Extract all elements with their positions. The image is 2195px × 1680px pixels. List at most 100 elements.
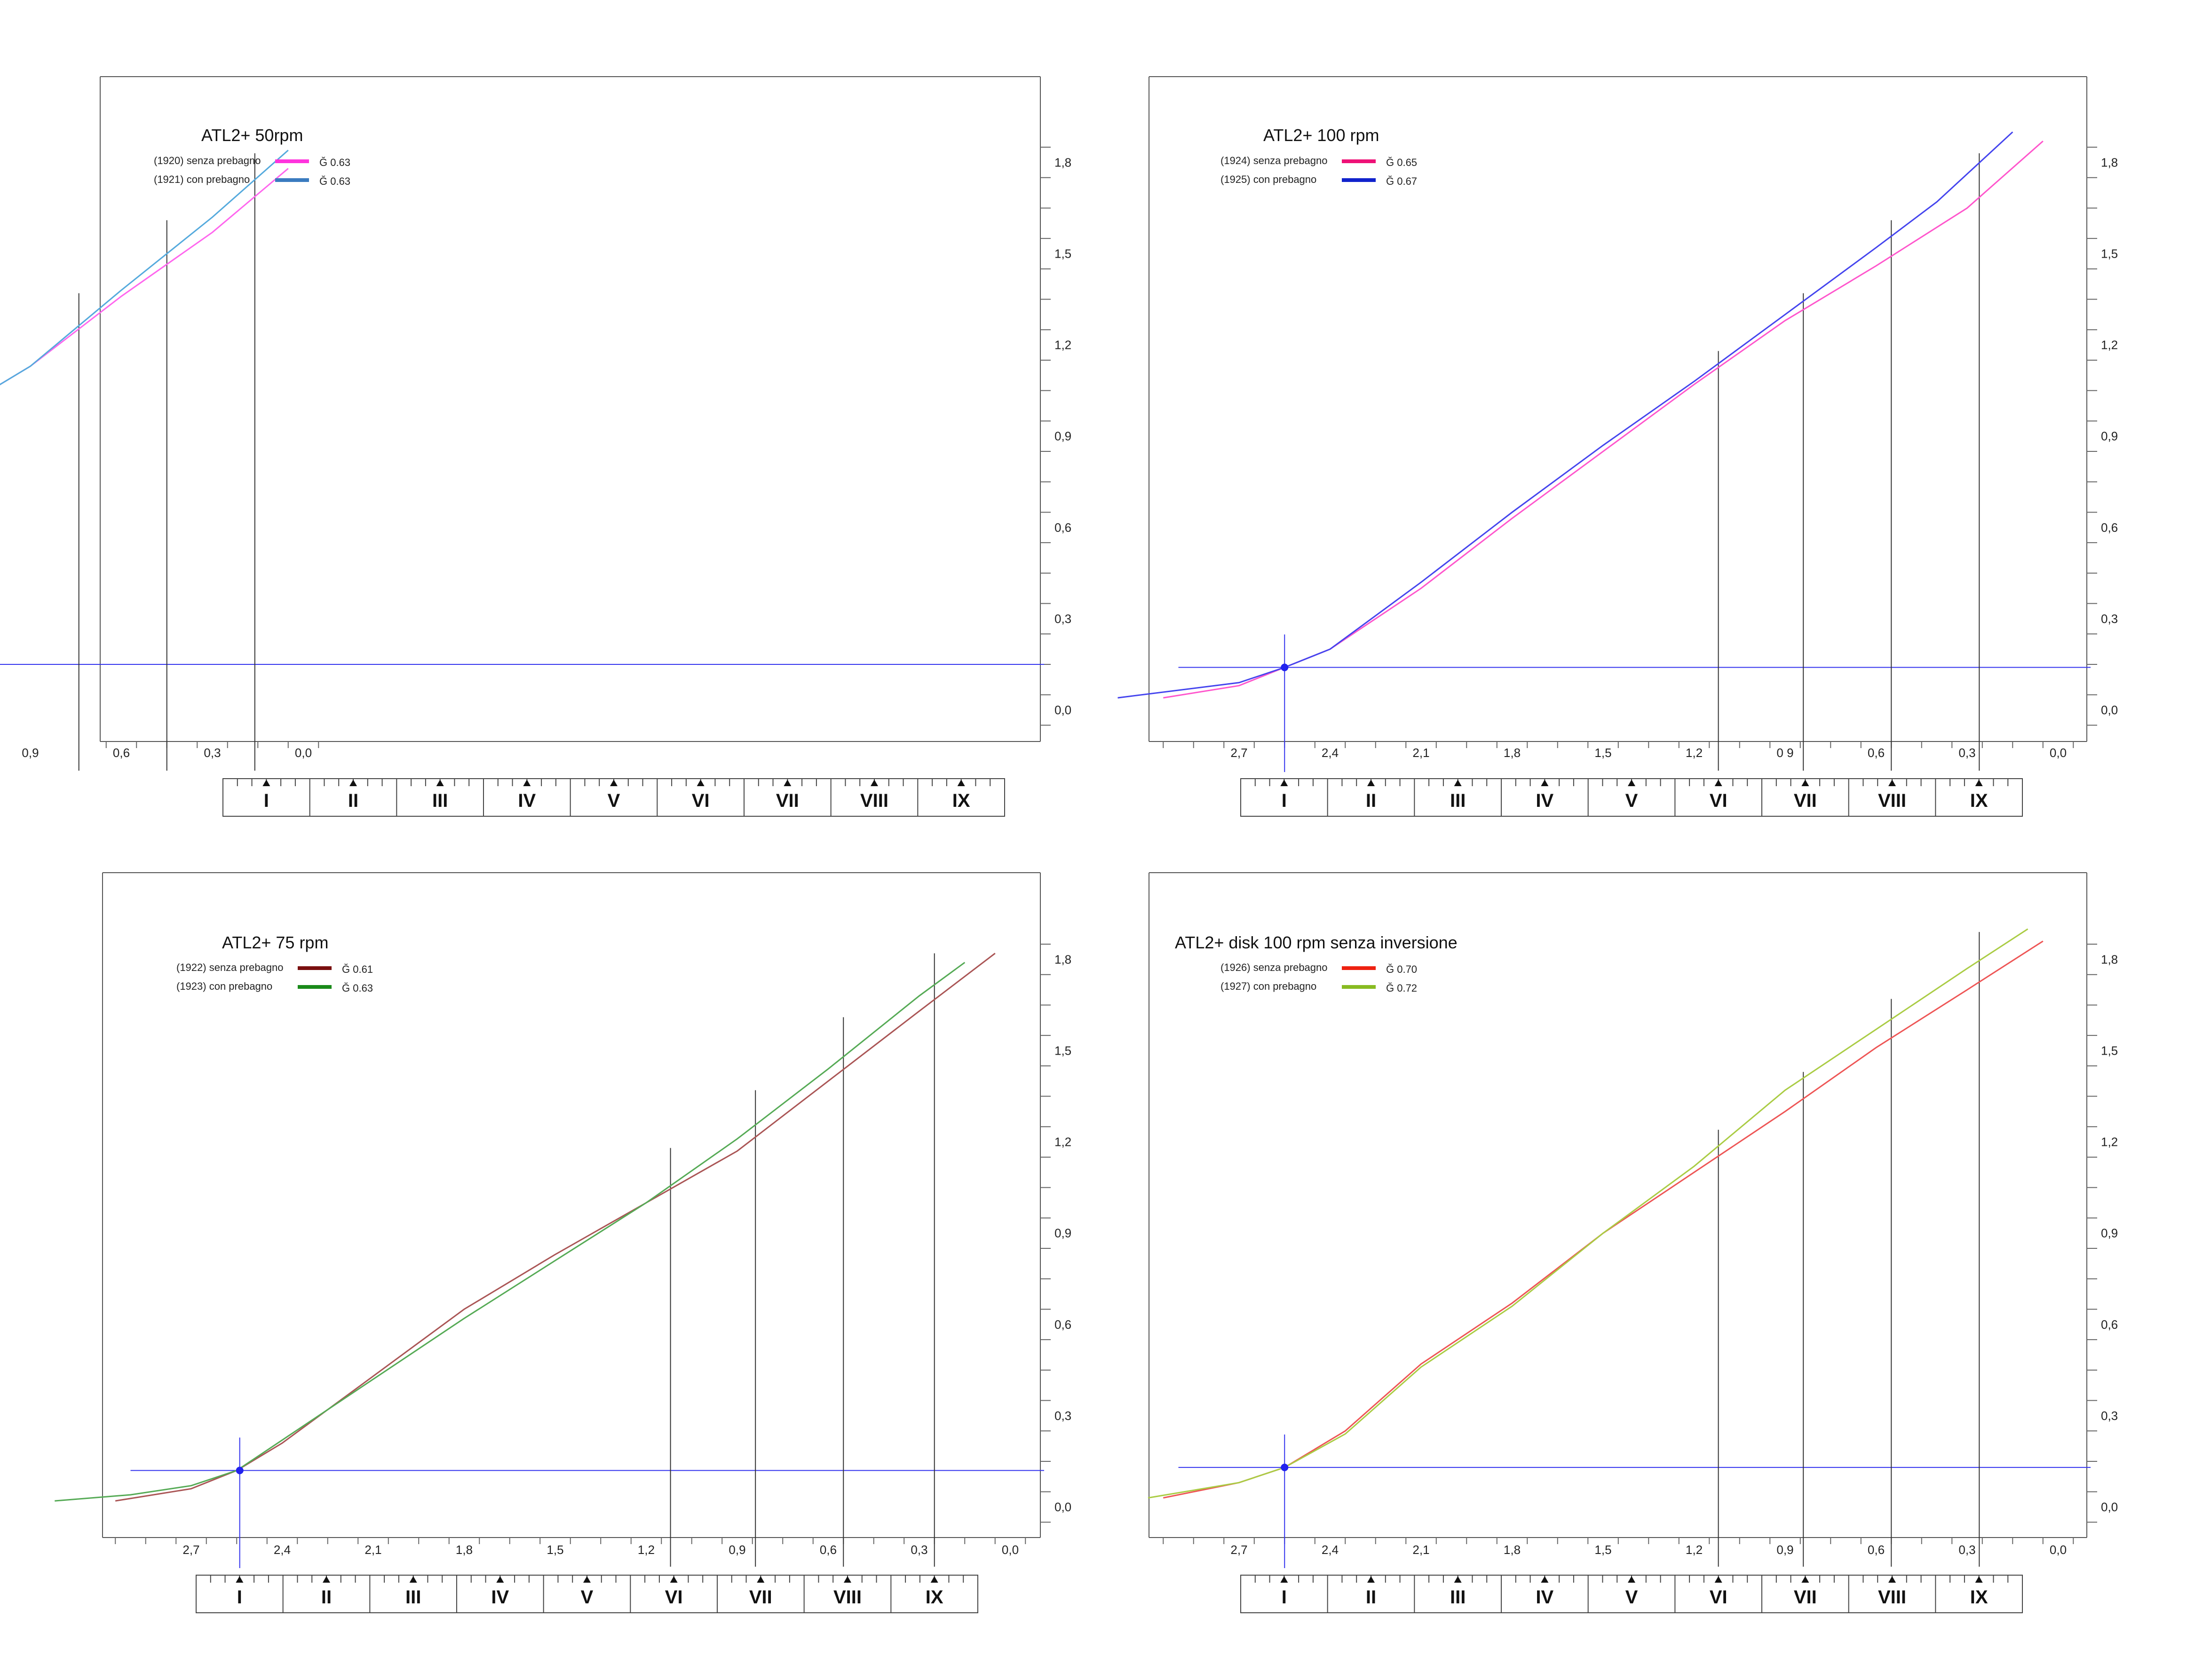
x-tick-label: 2,7 — [1230, 1543, 1247, 1557]
x-tick-label: 0,9 — [22, 746, 39, 760]
step-marker-icon — [1541, 780, 1549, 786]
step-label: IV — [491, 1587, 509, 1608]
chart-panel-1: 0,00,30,60,91,21,51,82,72,42,11,81,51,20… — [0, 76, 1071, 817]
x-tick-label: 0,0 — [2050, 1543, 2067, 1557]
step-marker-icon — [1367, 780, 1375, 786]
step-marker-icon — [957, 780, 965, 786]
step-marker-icon — [697, 780, 705, 786]
x-tick-label: 0,3 — [1958, 746, 1975, 760]
step-marker-icon — [1541, 1576, 1549, 1583]
step-marker-icon — [1628, 1576, 1635, 1583]
step-label: III — [1450, 790, 1466, 811]
x-tick-label: 0,0 — [295, 746, 312, 760]
legend-gamma: Ğ 0.63 — [342, 982, 373, 994]
step-label: III — [432, 790, 448, 811]
series-line-2 — [55, 962, 966, 1502]
step-marker-icon — [670, 1576, 678, 1583]
y-tick-label: 0,9 — [2101, 429, 2118, 443]
x-tick-label: 0,6 — [113, 746, 130, 760]
chart-title: ATL2+ 100 rpm — [1263, 126, 1379, 145]
y-tick-label: 1,8 — [1054, 155, 1071, 169]
step-marker-icon — [610, 780, 618, 786]
step-marker-icon — [1454, 1576, 1462, 1583]
y-tick-label: 0,3 — [2101, 1409, 2118, 1423]
step-marker-icon — [1975, 780, 1983, 786]
x-tick-label: 2,7 — [182, 1543, 199, 1557]
step-marker-icon — [236, 1576, 244, 1583]
step-marker-icon — [1975, 1576, 1983, 1583]
step-marker-icon — [844, 1576, 851, 1583]
chart-title: ATL2+ disk 100 rpm senza inversione — [1175, 933, 1458, 952]
step-label: IV — [518, 790, 536, 811]
y-tick-label: 1,2 — [2101, 1135, 2118, 1149]
step-label: IX — [1970, 1587, 1988, 1608]
step-label: II — [348, 790, 358, 811]
step-marker-icon — [1367, 1576, 1375, 1583]
y-tick-label: 1,8 — [2101, 952, 2118, 966]
step-label: I — [1282, 790, 1287, 811]
x-tick-label: 2,7 — [1230, 746, 1247, 760]
step-label: VII — [1794, 790, 1817, 811]
step-marker-icon — [784, 780, 792, 786]
legend-gamma: Ğ 0.63 — [319, 175, 350, 187]
x-tick-label: 0,6 — [1868, 746, 1885, 760]
step-marker-icon — [1801, 780, 1809, 786]
x-tick-label: 1,8 — [1504, 1543, 1521, 1557]
legend-gamma: Ğ 0.65 — [1386, 157, 1417, 168]
chart-panel-4: 0,0 0,3 0,6 0,9 1,2 1,5 1,8 2,7 2,4 2,1 1,8 1,5 1,2 0… — [1148, 872, 2118, 1613]
step-label: I — [237, 1587, 242, 1608]
step-label: VI — [1710, 1587, 1727, 1608]
series-line-1 — [115, 953, 996, 1502]
legend-label: (1925) con prebagno — [1220, 174, 1316, 185]
legend-label: (1924) senza prebagno — [1220, 155, 1328, 166]
step-label: VIII — [833, 1587, 862, 1608]
y-tick-label: 1,5 — [1054, 1044, 1071, 1058]
chart-title: ATL2+ 50rpm — [201, 126, 303, 145]
x-tick-label: 2,1 — [1412, 1543, 1429, 1557]
legend-label: (1926) senza prebagno — [1220, 962, 1328, 973]
y-tick-label: 1,5 — [2101, 247, 2118, 261]
step-label: V — [1625, 790, 1638, 811]
step-marker-icon — [349, 780, 357, 786]
y-tick-label: 0,3 — [1054, 1409, 1071, 1423]
step-label: I — [1282, 1587, 1287, 1608]
step-label: IX — [926, 1587, 943, 1608]
x-tick-label: 1,8 — [456, 1543, 473, 1557]
x-tick-label: 0,0 — [1002, 1543, 1019, 1557]
legend-gamma: Ğ 0.70 — [1386, 963, 1417, 975]
legend-label: (1927) con prebagno — [1220, 980, 1316, 992]
reference-point — [1281, 663, 1289, 671]
step-marker-icon — [1801, 1576, 1809, 1583]
x-tick-label: 1,8 — [1504, 746, 1521, 760]
y-tick-label: 0,0 — [2101, 1500, 2118, 1514]
chart-panel-3: 0,0 0,3 0,6 0,9 1,2 1,5 1,8 2,7 2,4 2,1 1,8 1,5 1,2 0… — [55, 872, 1071, 1613]
step-label: VII — [776, 790, 799, 811]
step-marker-icon — [871, 780, 878, 786]
y-tick-label: 1,2 — [1054, 338, 1071, 352]
y-tick-label: 1,8 — [1054, 952, 1071, 966]
series-line-1 — [1163, 140, 2044, 699]
y-tick-label: 0,9 — [2101, 1226, 2118, 1240]
series-line-2 — [1117, 131, 2013, 699]
step-label: VII — [1794, 1587, 1817, 1608]
x-tick-label: 0,0 — [2050, 746, 2067, 760]
x-tick-label: 2,1 — [365, 1543, 381, 1557]
y-tick-label: 0,6 — [1054, 1317, 1071, 1332]
step-marker-icon — [1280, 780, 1288, 786]
legend-gamma: Ğ 0.67 — [1386, 175, 1417, 187]
y-tick-label: 1,8 — [2101, 155, 2118, 169]
x-tick-label: 1,2 — [638, 1543, 655, 1557]
step-label: VI — [692, 790, 710, 811]
x-tick-label: 2,4 — [274, 1543, 291, 1557]
step-marker-icon — [1454, 780, 1462, 786]
series-line-2 — [0, 150, 289, 386]
x-tick-label: 0,6 — [1868, 1543, 1885, 1557]
y-tick-label: 1,5 — [2101, 1044, 2118, 1058]
step-label: VII — [749, 1587, 772, 1608]
y-tick-label: 0,0 — [2101, 703, 2118, 717]
chart-title: ATL2+ 75 rpm — [222, 933, 328, 952]
step-label: IX — [1970, 790, 1988, 811]
x-tick-label: 2,4 — [1322, 1543, 1339, 1557]
x-tick-label: 1,5 — [1594, 746, 1611, 760]
series-line-1 — [0, 168, 289, 386]
